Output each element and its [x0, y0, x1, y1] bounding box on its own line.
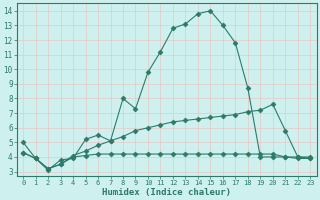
X-axis label: Humidex (Indice chaleur): Humidex (Indice chaleur)	[102, 188, 231, 197]
